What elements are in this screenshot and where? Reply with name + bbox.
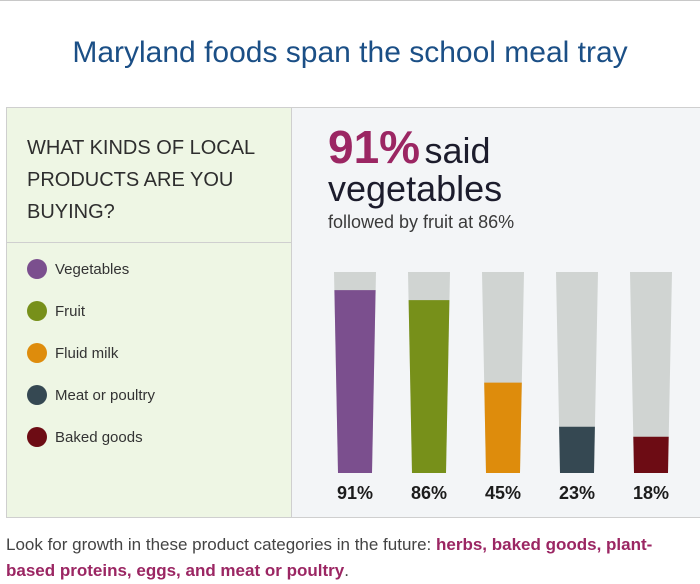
legend-swatch [27,301,47,321]
bar [559,426,595,473]
bar-value-label: 91% [337,483,373,503]
headline-category: vegetables [328,168,503,209]
bar [334,290,376,473]
footer-note: Look for growth in these product categor… [6,532,696,584]
page-title: Maryland foods span the school meal tray [72,36,628,69]
legend-label: Meat or poultry [55,386,156,404]
headline: 91% said [328,120,491,174]
footer-highlight: herbs, baked goods, plant-based proteins… [6,535,653,580]
bar [633,436,669,473]
bar-value-label: 18% [633,483,669,503]
headline-said: said [424,130,491,171]
question-heading: WHAT KINDS OF LOCAL PRODUCTS ARE YOU BUY… [27,137,255,223]
bar-track [630,272,672,473]
chart-area: 91% said vegetables followed by fruit at… [292,108,700,517]
legend-divider [7,242,291,243]
bar-value-label: 86% [411,483,447,503]
top-divider [0,0,700,1]
legend-panel: WHAT KINDS OF LOCAL PRODUCTS ARE YOU BUY… [7,108,292,517]
legend-label: Vegetables [55,260,130,278]
legend-item: Fluid milk [27,342,118,364]
legend-swatch [27,259,47,279]
chart-panel: WHAT KINDS OF LOCAL PRODUCTS ARE YOU BUY… [6,107,700,518]
bar [484,382,522,473]
legend-label: Fruit [55,302,85,320]
legend-label: Fluid milk [55,344,119,362]
legend-swatch [27,427,47,447]
legend-swatch [27,385,47,405]
bar-track [556,272,598,473]
bar-value-label: 45% [485,483,521,503]
headline-subtitle: followed by fruit at 86% [328,212,515,232]
legend-item: Meat or poultry [27,384,155,406]
legend-item: Vegetables [27,258,129,280]
footer-prefix: Look for growth in these product categor… [6,535,436,554]
bar-chart: 91% 86% 45% 23% 18% [334,272,672,503]
legend-item: Fruit [27,300,85,322]
bar [408,300,450,473]
headline-percent: 91% [328,121,421,173]
legend-item: Baked goods [27,426,143,448]
footer-suffix: . [344,561,349,580]
legend-label: Baked goods [55,428,143,446]
legend-swatch [27,343,47,363]
bar-value-label: 23% [559,483,595,503]
